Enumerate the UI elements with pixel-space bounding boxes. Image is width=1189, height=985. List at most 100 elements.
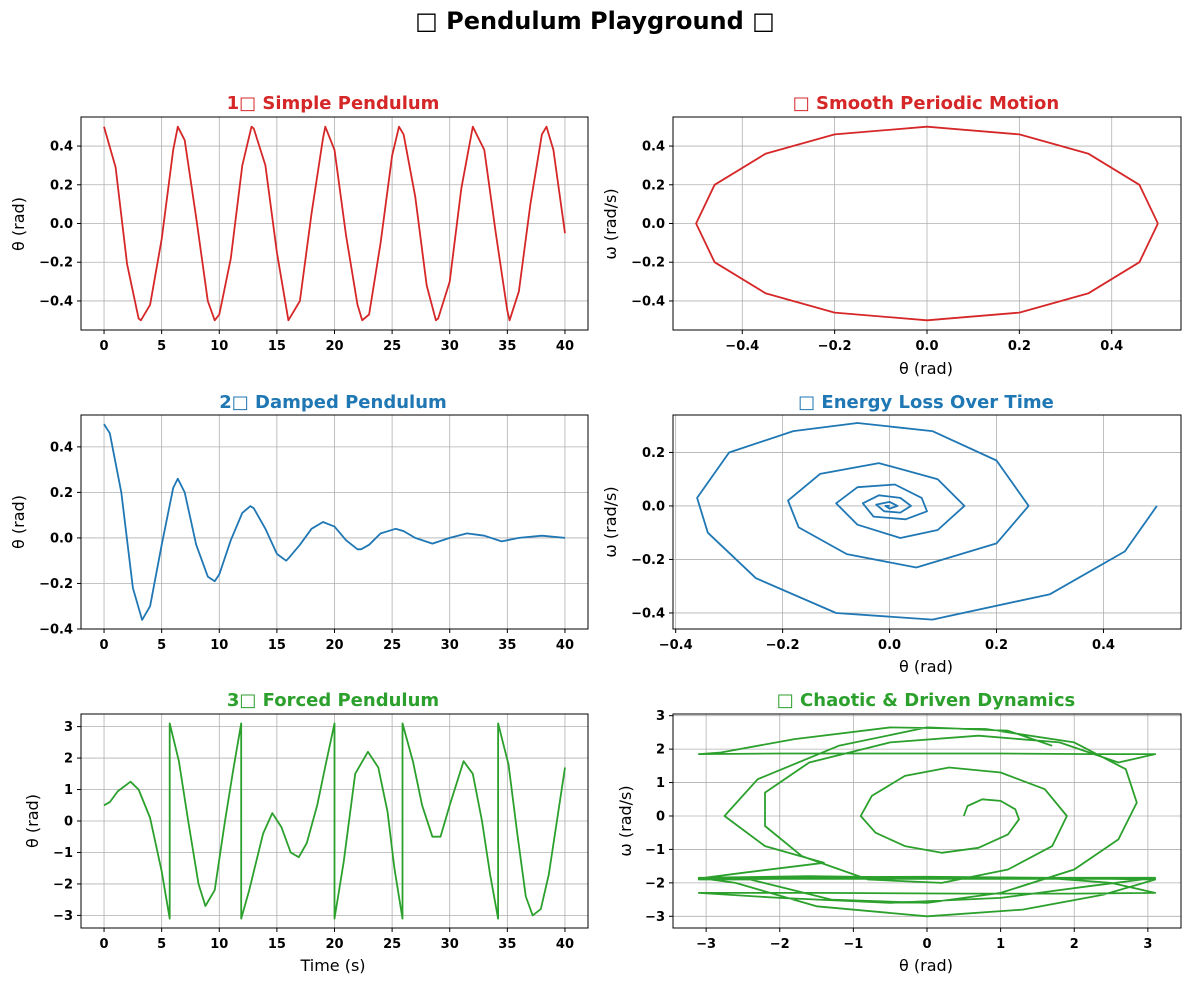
x-tick-label: 1 xyxy=(996,937,1005,952)
series-line xyxy=(695,125,1159,322)
x-tick-label: 25 xyxy=(383,937,401,952)
y-tick-label: −0.4 xyxy=(631,294,665,309)
panel-damped-pendulum: 2□ Damped Pendulum θ (rad) 0 5 10 15 20 25 30 3… xyxy=(9,392,589,653)
y-tick-label: 0.2 xyxy=(50,178,73,193)
x-tick-label: 35 xyxy=(498,937,516,952)
x-tick-label: 0.2 xyxy=(1008,339,1031,354)
x-tick-label: −0.2 xyxy=(766,638,800,653)
panel-title: 3□ Forced Pendulum xyxy=(227,690,439,711)
panel-title: □ Energy Loss Over Time xyxy=(798,392,1054,413)
x-tick-label: −3 xyxy=(696,937,716,952)
y-tick-label: 3 xyxy=(64,720,73,735)
y-axis-label: θ (rad) xyxy=(23,794,42,848)
y-tick-label: −2 xyxy=(645,876,665,891)
x-axis-label: Time (s) xyxy=(299,956,365,975)
panel-smooth-periodic-motion: □ Smooth Periodic Motion θ (rad) ω (rad/… xyxy=(601,93,1182,378)
x-tick-label: 35 xyxy=(498,638,516,653)
y-tick-label: 0.4 xyxy=(642,140,665,155)
x-tick-label: 10 xyxy=(210,339,228,354)
y-axis-label: θ (rad) xyxy=(9,197,28,251)
series-line xyxy=(103,722,566,920)
x-axis-label: θ (rad) xyxy=(899,657,953,676)
y-tick-label: 0.2 xyxy=(642,446,665,461)
x-tick-label: 0.2 xyxy=(985,638,1008,653)
x-tick-label: 10 xyxy=(210,937,228,952)
x-tick-label: 15 xyxy=(268,339,286,354)
y-tick-label: 2 xyxy=(64,752,73,767)
y-tick-label: −1 xyxy=(53,846,73,861)
series-line xyxy=(103,423,566,621)
y-axis-label: ω (rad/s) xyxy=(601,188,620,259)
y-axis-label: ω (rad/s) xyxy=(616,785,635,856)
x-tick-label: 25 xyxy=(383,339,401,354)
x-tick-label: 0.0 xyxy=(878,638,901,653)
x-tick-label: 5 xyxy=(157,638,166,653)
y-tick-label: 0.0 xyxy=(50,217,73,232)
y-tick-label: −2 xyxy=(53,877,73,892)
x-tick-label: 0.4 xyxy=(1092,638,1115,653)
x-tick-label: 30 xyxy=(441,339,459,354)
y-tick-label: 0.0 xyxy=(642,499,665,514)
x-tick-label: −0.4 xyxy=(725,339,759,354)
y-tick-label: 1 xyxy=(64,783,73,798)
y-tick-label: 0.4 xyxy=(50,140,73,155)
y-tick-label: 0.0 xyxy=(642,217,665,232)
panel-chaotic-driven-dynamics: □ Chaotic & Driven Dynamics θ (rad) ω (r… xyxy=(616,690,1182,975)
x-tick-label: −1 xyxy=(843,937,863,952)
x-tick-label: 0 xyxy=(100,339,109,354)
x-tick-label: 40 xyxy=(556,937,574,952)
series-line xyxy=(103,125,566,322)
x-tick-label: 40 xyxy=(556,638,574,653)
y-axis-label: θ (rad) xyxy=(9,495,28,549)
x-tick-label: 25 xyxy=(383,638,401,653)
y-tick-label: 0.4 xyxy=(50,440,73,455)
x-tick-label: 5 xyxy=(157,937,166,952)
x-tick-label: −0.2 xyxy=(818,339,852,354)
x-tick-label: −2 xyxy=(770,937,790,952)
x-axis-label: θ (rad) xyxy=(899,359,953,378)
x-tick-label: 2 xyxy=(1070,937,1079,952)
panel-title: 1□ Simple Pendulum xyxy=(227,93,440,114)
x-tick-label: 0 xyxy=(922,937,931,952)
x-tick-label: 30 xyxy=(441,638,459,653)
plot-frame xyxy=(672,414,1182,630)
y-tick-label: −0.4 xyxy=(39,294,73,309)
x-tick-label: 0 xyxy=(100,937,109,952)
x-tick-label: 20 xyxy=(325,937,343,952)
y-tick-label: −3 xyxy=(645,910,665,925)
y-axis-label: ω (rad/s) xyxy=(601,486,620,557)
y-tick-label: 3 xyxy=(656,709,665,724)
x-tick-label: 20 xyxy=(325,339,343,354)
panel-forced-pendulum: 3□ Forced Pendulum Time (s) θ (rad) 0 5 10… xyxy=(23,690,589,975)
x-tick-label: 30 xyxy=(441,937,459,952)
y-tick-label: −3 xyxy=(53,909,73,924)
y-tick-label: −0.2 xyxy=(39,577,73,592)
x-axis-label: θ (rad) xyxy=(899,956,953,975)
y-tick-label: −0.2 xyxy=(631,553,665,568)
y-tick-label: −0.4 xyxy=(631,606,665,621)
figure-suptitle: □ Pendulum Playground □ xyxy=(415,7,775,35)
x-tick-label: 15 xyxy=(268,937,286,952)
x-tick-label: −0.4 xyxy=(659,638,693,653)
x-tick-label: 35 xyxy=(498,339,516,354)
x-tick-label: 0 xyxy=(100,638,109,653)
series-line xyxy=(697,726,1157,918)
panel-title: 2□ Damped Pendulum xyxy=(219,392,447,413)
y-tick-label: 0.2 xyxy=(50,486,73,501)
y-tick-label: 2 xyxy=(656,743,665,758)
panel-title: □ Smooth Periodic Motion xyxy=(793,93,1059,114)
y-tick-label: 0.0 xyxy=(50,531,73,546)
y-tick-label: 0.2 xyxy=(642,178,665,193)
y-tick-label: 0 xyxy=(64,815,73,830)
x-tick-label: 0.4 xyxy=(1100,339,1123,354)
x-tick-label: 20 xyxy=(325,638,343,653)
panel-energy-loss-over-time: □ Energy Loss Over Time θ (rad) ω (rad/s… xyxy=(601,392,1182,676)
panel-title: □ Chaotic & Driven Dynamics xyxy=(777,690,1075,711)
y-tick-label: −0.4 xyxy=(39,623,73,638)
panel-simple-pendulum: 1□ Simple Pendulum θ (rad) 0 5 10 15 20 25 30 3… xyxy=(9,93,589,354)
series-line xyxy=(696,422,1158,621)
y-tick-label: 0 xyxy=(656,809,665,824)
y-tick-label: 1 xyxy=(656,776,665,791)
y-tick-label: −0.2 xyxy=(631,256,665,271)
